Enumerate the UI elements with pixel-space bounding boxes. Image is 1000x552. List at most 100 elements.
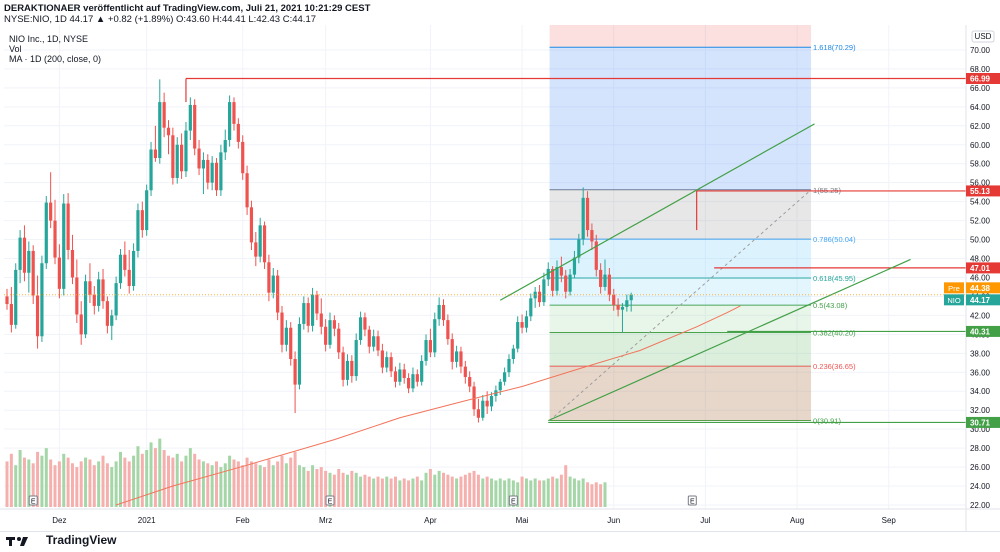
- volume-bar: [538, 480, 542, 507]
- candle-body: [372, 336, 376, 347]
- candle-body: [35, 295, 40, 337]
- time-axis: Dez 2021 Feb Mrz Apr Mai Jun Jul Aug Sep E E E E: [0, 495, 1000, 525]
- candle-body: [280, 312, 284, 345]
- volume-bar: [101, 455, 105, 507]
- y-tick-label: 36.00: [970, 368, 991, 377]
- volume-bar: [590, 484, 594, 507]
- candle-body: [232, 102, 236, 124]
- candle-body: [166, 127, 171, 136]
- volume-bar: [171, 457, 175, 507]
- fib-label-0.382: 0.382(40.20): [813, 328, 856, 337]
- volume-bar: [49, 459, 53, 507]
- candle-body: [18, 237, 22, 270]
- volume-bar: [599, 484, 603, 507]
- level-tag-text: 47.01: [970, 264, 991, 273]
- legend-symbol[interactable]: NIO Inc., 1D, NYSE: [9, 34, 89, 44]
- candle-body: [345, 360, 350, 380]
- volume-bar: [363, 474, 367, 507]
- volume-bar: [219, 467, 223, 507]
- candle-body: [223, 140, 227, 153]
- volume-bar: [14, 465, 18, 507]
- earnings-marker-label: E: [31, 499, 36, 506]
- volume-bar: [490, 478, 494, 507]
- level-tag-text: 55.13: [970, 187, 991, 196]
- volume-bar: [555, 478, 559, 507]
- volume-bar: [494, 480, 498, 507]
- candle-body: [53, 220, 57, 258]
- candle-body: [520, 322, 524, 328]
- volume-bar: [254, 463, 258, 507]
- candle-body: [9, 304, 13, 325]
- volume-bar: [311, 465, 315, 507]
- level-tag-text: 40.31: [970, 327, 991, 336]
- candle-body: [542, 279, 546, 303]
- candle-body: [228, 102, 232, 141]
- volume-bar: [345, 474, 349, 507]
- volume-bar: [118, 451, 122, 507]
- volume-bar: [215, 461, 219, 507]
- volume-bar: [603, 482, 607, 507]
- fib-zone-1.618: [549, 47, 812, 190]
- fib-label-0.236: 0.236(36.65): [813, 362, 856, 371]
- volume-bar: [302, 467, 306, 507]
- volume-bar: [36, 451, 40, 507]
- candle-body: [358, 317, 363, 341]
- volume-bar: [551, 476, 555, 507]
- volume-bar: [533, 478, 537, 507]
- volume-bar: [241, 465, 245, 507]
- volume-bar: [136, 446, 140, 507]
- candle-body: [437, 304, 441, 320]
- volume-bar: [524, 478, 528, 507]
- candle-body: [118, 254, 123, 284]
- volume-bar: [258, 465, 262, 507]
- candle-body: [149, 149, 153, 191]
- legend-volume[interactable]: Vol: [9, 44, 22, 54]
- fib-label-0.618: 0.618(45.95): [813, 274, 856, 283]
- candle-body: [459, 351, 463, 367]
- candle-body: [97, 279, 101, 306]
- tradingview-logo-icon[interactable]: [6, 535, 44, 547]
- price-tag-value-bg: [966, 294, 1000, 306]
- candle-body: [214, 162, 219, 191]
- volume-bar: [372, 478, 376, 507]
- volume-bar: [564, 465, 568, 507]
- volume-bar: [276, 461, 280, 507]
- fib-zone-0.382: [549, 332, 812, 367]
- candle-body: [136, 210, 140, 251]
- candle-body: [254, 242, 258, 257]
- volume-bar: [280, 455, 284, 507]
- candle-body: [511, 348, 515, 360]
- candle-body: [210, 162, 214, 183]
- volume-bar: [367, 476, 371, 507]
- candle-body: [332, 320, 336, 329]
- candle-body: [529, 298, 533, 317]
- fib-zone-0: [549, 366, 812, 421]
- volume-bars: [5, 438, 607, 507]
- candle-body: [577, 239, 581, 258]
- candle-body: [44, 202, 48, 264]
- volume-bar: [267, 459, 271, 507]
- candle-body: [110, 315, 114, 326]
- candle-body: [612, 294, 616, 305]
- candle-body: [31, 250, 35, 296]
- candle-body: [524, 316, 529, 328]
- candle-body: [201, 159, 206, 169]
- price-tag-label: Pre: [948, 284, 960, 293]
- volume-bar: [127, 461, 131, 507]
- tradingview-brand[interactable]: TradingView: [46, 533, 117, 547]
- candle-body: [241, 141, 245, 174]
- legend-moving-average[interactable]: MA · 1D (200, close, 0): [9, 54, 102, 64]
- candle-body: [92, 294, 96, 306]
- volume-bar: [350, 470, 354, 507]
- candle-body: [123, 254, 127, 270]
- volume-bar: [476, 474, 480, 507]
- volume-bar: [442, 472, 445, 507]
- volume-bar: [389, 478, 393, 507]
- volume-bar: [516, 482, 520, 507]
- price-chart[interactable]: 0(30.91) 0.236(36.65) 0.382(40.20) 0.5(43.0…: [0, 25, 1000, 531]
- price-tag-label: NIO: [947, 296, 961, 305]
- volume-bar: [472, 470, 476, 507]
- candle-body: [145, 190, 149, 231]
- candle-body: [40, 263, 44, 337]
- fib-trendline: [549, 189, 812, 421]
